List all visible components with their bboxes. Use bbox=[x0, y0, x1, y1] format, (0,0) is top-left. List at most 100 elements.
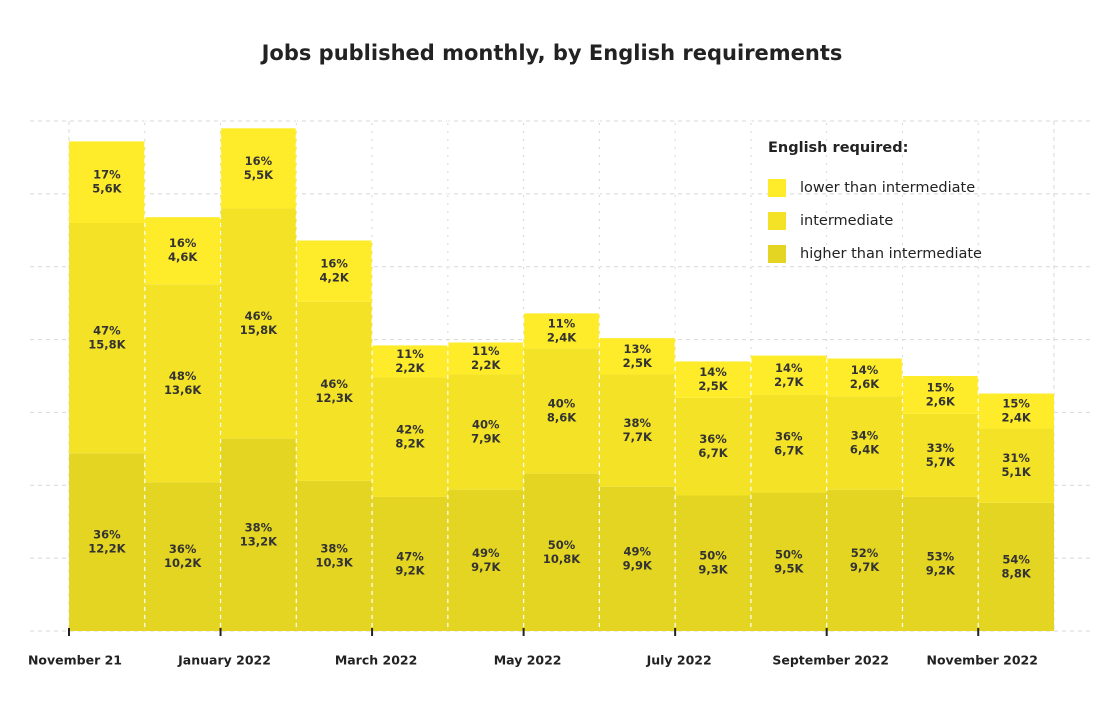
percent-label: 50% bbox=[775, 547, 803, 561]
chart-title: Jobs published monthly, by English requi… bbox=[260, 41, 843, 65]
bar-segment bbox=[523, 473, 600, 631]
bar-segment bbox=[372, 377, 448, 497]
percent-label: 50% bbox=[548, 538, 576, 552]
value-label: 2,4K bbox=[547, 330, 577, 344]
value-label: 7,9K bbox=[471, 432, 501, 446]
value-label: 2,6K bbox=[926, 394, 956, 408]
percent-label: 11% bbox=[548, 316, 576, 330]
percent-label: 42% bbox=[396, 423, 424, 437]
value-label: 2,4K bbox=[1001, 410, 1031, 424]
percent-label: 34% bbox=[851, 429, 879, 443]
value-label: 2,2K bbox=[471, 358, 501, 372]
x-tick-label: November 2022 bbox=[927, 653, 1038, 668]
value-label: 9,2K bbox=[395, 563, 425, 577]
percent-label: 48% bbox=[169, 369, 197, 383]
percent-label: 11% bbox=[396, 347, 424, 361]
bar-segment bbox=[447, 342, 524, 375]
bar-segment bbox=[902, 496, 979, 631]
value-label: 5,1K bbox=[1001, 465, 1031, 479]
legend-label: lower than intermediate bbox=[800, 180, 975, 196]
bar-segment bbox=[675, 397, 751, 496]
value-label: 9,5K bbox=[774, 561, 804, 575]
percent-label: 47% bbox=[396, 549, 424, 563]
value-label: 13,6K bbox=[164, 383, 202, 397]
bar-segment bbox=[372, 345, 448, 378]
percent-label: 17% bbox=[93, 168, 121, 182]
bar-segment bbox=[144, 482, 221, 631]
bar-segment bbox=[69, 141, 145, 223]
percent-label: 14% bbox=[851, 363, 879, 377]
percent-label: 49% bbox=[624, 544, 652, 558]
value-label: 10,2K bbox=[164, 556, 202, 570]
bar-segment bbox=[296, 240, 373, 302]
percent-label: 14% bbox=[699, 365, 727, 379]
percent-label: 15% bbox=[927, 380, 955, 394]
value-label: 12,2K bbox=[88, 542, 126, 556]
value-label: 10,3K bbox=[316, 555, 354, 569]
percent-label: 40% bbox=[472, 418, 500, 432]
legend-label: higher than intermediate bbox=[800, 246, 982, 262]
bar-segment bbox=[599, 486, 676, 631]
value-label: 9,7K bbox=[471, 560, 501, 574]
percent-label: 38% bbox=[320, 541, 348, 555]
percent-label: 36% bbox=[699, 432, 727, 446]
value-label: 7,7K bbox=[623, 430, 653, 444]
bar-segment bbox=[372, 496, 448, 631]
percent-label: 16% bbox=[320, 257, 348, 271]
value-label: 2,5K bbox=[698, 379, 728, 393]
percent-label: 46% bbox=[320, 377, 348, 391]
x-tick-label: November 21 bbox=[28, 653, 122, 668]
percent-label: 53% bbox=[927, 549, 955, 563]
bar-segment bbox=[220, 208, 297, 439]
percent-label: 47% bbox=[93, 324, 121, 338]
value-label: 4,2K bbox=[320, 271, 350, 285]
value-label: 5,7K bbox=[926, 455, 956, 469]
value-label: 9,7K bbox=[850, 560, 880, 574]
bar-segment bbox=[144, 284, 221, 483]
percent-label: 36% bbox=[775, 429, 803, 443]
value-label: 5,5K bbox=[244, 168, 274, 182]
bar-segment bbox=[826, 358, 903, 397]
percent-label: 49% bbox=[472, 546, 500, 560]
bar-segment bbox=[826, 489, 903, 631]
x-tick-label: May 2022 bbox=[494, 653, 562, 668]
percent-label: 38% bbox=[624, 416, 652, 430]
bar-segment bbox=[750, 394, 827, 493]
percent-label: 33% bbox=[927, 441, 955, 455]
bar-segment bbox=[750, 492, 827, 631]
percent-label: 54% bbox=[1002, 552, 1030, 566]
value-label: 8,8K bbox=[1001, 566, 1031, 580]
value-label: 9,3K bbox=[698, 563, 728, 577]
bar-segment bbox=[902, 376, 979, 414]
value-label: 15,8K bbox=[240, 323, 278, 337]
percent-label: 16% bbox=[245, 154, 273, 168]
legend-title: English required: bbox=[768, 140, 908, 156]
value-label: 8,6K bbox=[547, 410, 577, 424]
percent-label: 50% bbox=[699, 549, 727, 563]
percent-label: 14% bbox=[775, 361, 803, 375]
bar-segment bbox=[599, 338, 676, 375]
bar-segment bbox=[447, 374, 524, 490]
bar-segment bbox=[296, 301, 373, 481]
percent-label: 13% bbox=[624, 342, 652, 356]
value-label: 4,6K bbox=[168, 250, 198, 264]
percent-label: 31% bbox=[1002, 451, 1030, 465]
value-label: 15,8K bbox=[88, 338, 126, 352]
value-label: 12,3K bbox=[316, 391, 354, 405]
value-label: 6,4K bbox=[850, 443, 880, 457]
value-label: 6,7K bbox=[774, 443, 804, 457]
percent-label: 15% bbox=[1002, 396, 1030, 410]
value-label: 2,5K bbox=[623, 356, 653, 370]
percent-label: 11% bbox=[472, 344, 500, 358]
percent-label: 46% bbox=[245, 309, 273, 323]
x-tick-label: March 2022 bbox=[335, 653, 418, 668]
bar-segment bbox=[69, 223, 145, 454]
bar-segment bbox=[69, 453, 145, 631]
bar-segment bbox=[296, 480, 373, 631]
x-tick-label: July 2022 bbox=[646, 653, 712, 668]
bar-segment bbox=[978, 393, 1054, 429]
x-tick-label: January 2022 bbox=[177, 653, 271, 668]
value-label: 9,2K bbox=[926, 563, 956, 577]
bar-segment bbox=[675, 361, 751, 398]
